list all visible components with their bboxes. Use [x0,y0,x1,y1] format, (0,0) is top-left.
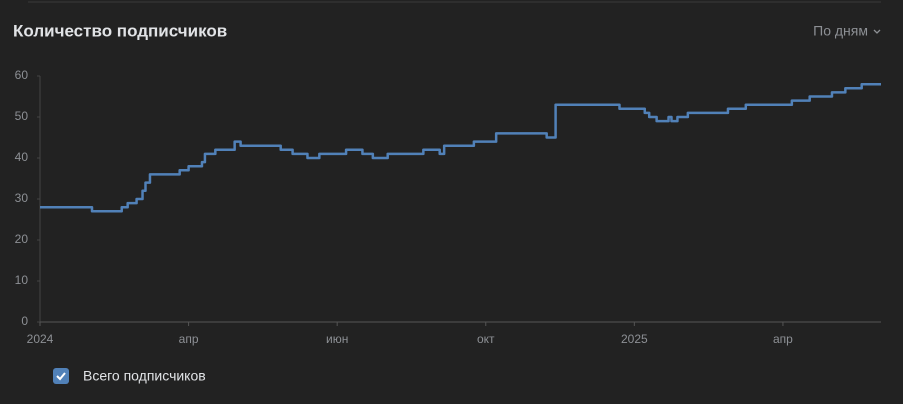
y-tick-label: 0 [21,314,28,328]
y-tick-label: 20 [15,232,29,246]
x-tick-label: апр [179,332,199,346]
y-tick-label: 40 [15,150,29,164]
y-tick-label: 10 [15,273,29,287]
series-line [40,82,881,213]
y-tick-label: 50 [15,109,29,123]
dropdown-arrow[interactable] [873,29,881,34]
legend-checkbox[interactable] [53,368,69,384]
x-tick-label: июн [326,332,348,346]
x-tick-label: окт [477,332,495,346]
legend-label[interactable]: Всего подписчиков [83,368,206,384]
period-select[interactable]: По дням [813,23,868,39]
x-tick-label: 2025 [621,332,648,346]
y-tick-label: 60 [15,68,29,82]
x-tick-label: апр [773,332,793,346]
y-tick-label: 30 [15,191,29,205]
x-tick-label: 2024 [27,332,54,346]
checkmark [56,372,66,381]
chart-title: Количество подписчиков [13,21,227,40]
